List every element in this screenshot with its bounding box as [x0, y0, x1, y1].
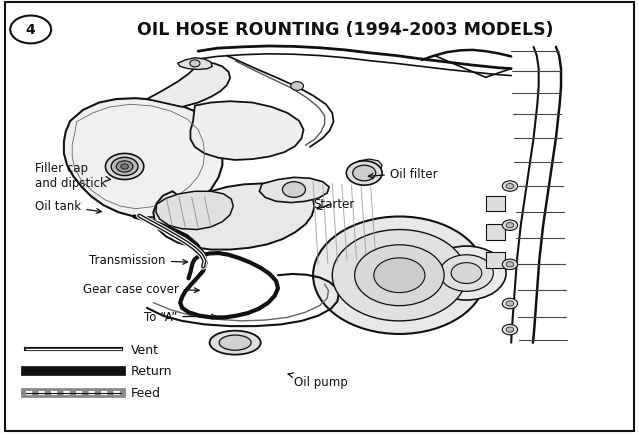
Circle shape [502, 220, 518, 231]
Text: OIL HOSE ROUNTING (1994-2003 MODELS): OIL HOSE ROUNTING (1994-2003 MODELS) [137, 20, 553, 39]
Bar [486, 196, 505, 212]
Ellipse shape [210, 331, 261, 355]
Circle shape [111, 158, 138, 176]
Text: To “A”: To “A” [144, 310, 216, 323]
Circle shape [506, 223, 514, 228]
Text: Oil pump: Oil pump [288, 373, 348, 388]
Circle shape [502, 260, 518, 270]
Circle shape [353, 166, 376, 181]
Text: Vent: Vent [131, 343, 159, 356]
Text: Transmission: Transmission [89, 254, 187, 267]
Circle shape [427, 247, 506, 300]
Circle shape [121, 164, 128, 170]
Polygon shape [147, 63, 230, 108]
Polygon shape [156, 192, 233, 230]
Circle shape [282, 182, 305, 198]
Circle shape [105, 154, 144, 180]
Text: Gear case cover: Gear case cover [83, 282, 199, 295]
Polygon shape [178, 59, 212, 70]
Circle shape [506, 301, 514, 306]
Circle shape [291, 82, 304, 91]
Text: Oil tank: Oil tank [35, 200, 102, 214]
Circle shape [502, 181, 518, 192]
Text: Starter: Starter [313, 197, 355, 210]
Text: Feed: Feed [131, 386, 161, 399]
Bar [486, 253, 505, 268]
Circle shape [313, 217, 486, 334]
Circle shape [346, 161, 382, 186]
Circle shape [506, 327, 514, 332]
Text: Oil filter: Oil filter [369, 167, 438, 180]
Polygon shape [351, 160, 382, 174]
Circle shape [451, 263, 482, 284]
Text: 4: 4 [26, 23, 36, 37]
Circle shape [502, 299, 518, 309]
Circle shape [190, 61, 200, 68]
Polygon shape [64, 99, 222, 218]
Text: Return: Return [131, 365, 173, 378]
Circle shape [116, 161, 133, 173]
Ellipse shape [219, 335, 251, 351]
Circle shape [440, 255, 493, 292]
Polygon shape [259, 178, 329, 203]
Bar [486, 224, 505, 240]
Polygon shape [153, 184, 314, 250]
Circle shape [502, 325, 518, 335]
Circle shape [374, 258, 425, 293]
Circle shape [506, 262, 514, 267]
Text: Filler cap
and dipstick: Filler cap and dipstick [35, 162, 111, 190]
Circle shape [332, 230, 466, 321]
Circle shape [506, 184, 514, 189]
Polygon shape [190, 102, 304, 161]
Circle shape [355, 245, 444, 306]
